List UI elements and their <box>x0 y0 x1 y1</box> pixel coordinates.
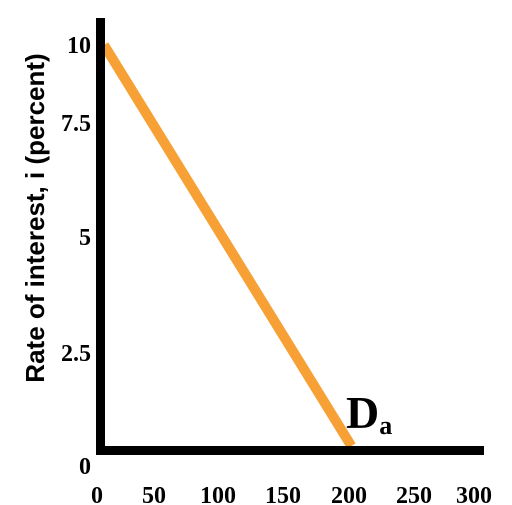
x-tick-label-250: 250 <box>396 483 432 505</box>
series-layer <box>99 42 356 449</box>
y-axis-ticks: 0 2.5 5 7.5 10 <box>61 33 91 480</box>
x-tick-label-100: 100 <box>200 483 236 505</box>
curve-label-da: Da <box>346 387 392 440</box>
axes <box>96 18 484 455</box>
y-axis-title: Rate of interest, i (percent) <box>20 53 50 382</box>
series-line-da <box>99 42 356 449</box>
curve-label-main: D <box>346 387 379 438</box>
y-tick-label-0: 0 <box>79 454 91 480</box>
x-axis-ticks: 0 50 100 150 200 250 300 <box>91 483 492 505</box>
x-tick-label-0: 0 <box>91 483 103 505</box>
y-tick-label-5: 5 <box>79 225 91 251</box>
curve-label-subscript: a <box>379 411 392 440</box>
y-tick-label-10: 10 <box>67 33 91 59</box>
x-tick-label-300: 300 <box>456 483 492 505</box>
x-tick-label-150: 150 <box>265 483 301 505</box>
x-tick-label-50: 50 <box>142 483 166 505</box>
y-tick-label-7-5: 7.5 <box>61 111 91 137</box>
x-tick-label-200: 200 <box>331 483 367 505</box>
y-tick-label-2-5: 2.5 <box>61 341 91 367</box>
